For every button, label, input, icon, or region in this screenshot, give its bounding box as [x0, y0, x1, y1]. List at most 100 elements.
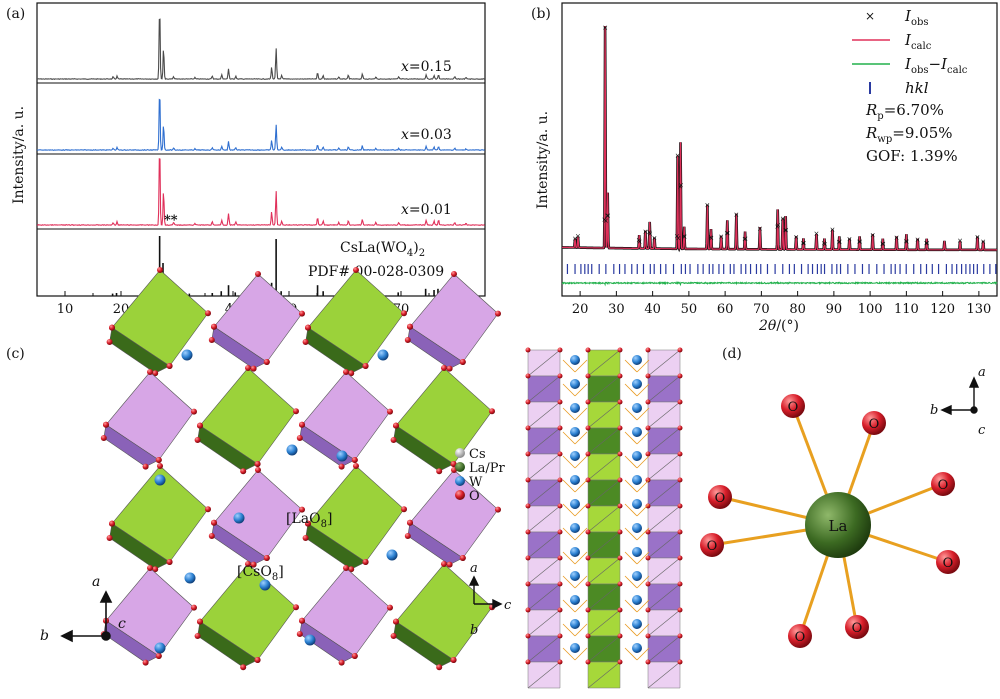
w-o-bond	[574, 551, 588, 565]
series-label-symbol: x	[401, 59, 409, 75]
xtick-label: 50	[681, 302, 698, 317]
tungsten-atom	[632, 427, 642, 437]
panel-b-xlabel: 2θ/(°)	[758, 318, 799, 334]
w-o-bond	[636, 479, 650, 493]
oxygen-atom	[353, 463, 359, 469]
oxygen-atom	[557, 555, 563, 561]
w-o-bond	[624, 575, 638, 589]
observed-point: ×	[821, 239, 827, 247]
polyhedron-edge	[587, 427, 621, 455]
oxygen-atom	[263, 555, 270, 561]
oxygen-atom	[302, 339, 309, 345]
panel-b-ylabel: Intensity/a. u.	[535, 111, 551, 209]
legend-label-sub2: calc	[947, 65, 968, 76]
oxygen-atom	[617, 451, 623, 457]
oxygen-atom	[436, 664, 443, 671]
xtick-label: 30	[608, 302, 625, 317]
tungsten-atom	[233, 512, 245, 524]
oxygen-atom	[585, 373, 591, 379]
oxygen-label: O	[795, 630, 806, 645]
w-o-bond	[574, 359, 588, 373]
observed-point: ×	[957, 237, 963, 245]
oxygen-atom	[142, 463, 149, 470]
legend-atom-swatch	[455, 476, 465, 486]
observed-point: ×	[903, 238, 909, 246]
legend-atom-swatch	[455, 448, 465, 458]
oxygen-atom	[557, 581, 563, 587]
observed-point: ×	[652, 234, 658, 242]
w-o-bond	[574, 647, 588, 661]
oxygen-label: O	[788, 400, 799, 415]
observed-point: ×	[800, 239, 806, 247]
oxygen-atom	[645, 399, 651, 405]
axis-c-d: c	[978, 423, 986, 438]
observed-point: ×	[742, 235, 748, 243]
oxygen-atom	[338, 463, 345, 470]
axis-b-right: b	[470, 623, 478, 638]
observed-point: ×	[774, 223, 780, 231]
observed-point: ×	[674, 233, 680, 241]
oxygen-atom	[205, 506, 211, 513]
axes-indicator-left	[60, 590, 113, 643]
oxygen-atom	[390, 633, 397, 639]
observed-point: ×	[742, 235, 748, 243]
tungsten-atom	[570, 451, 580, 461]
legend-label-sub: calc	[911, 41, 932, 52]
axis-b-d: b	[930, 403, 938, 418]
observed-point: ×	[974, 234, 980, 242]
w-o-bond	[624, 599, 638, 613]
oxygen-atom	[677, 529, 683, 535]
observed-point: ×	[603, 217, 609, 225]
polyhedron-edge	[587, 453, 621, 481]
xtick-label: 80	[789, 302, 806, 317]
oxygen-atom	[459, 555, 466, 561]
tungsten-atom	[632, 475, 642, 485]
fit-stat-label: R	[865, 101, 877, 119]
xtick-label: 130	[966, 302, 991, 317]
polyhedron-edge	[587, 635, 621, 663]
series-label-x003: x=0.03	[401, 127, 452, 143]
polyhedron-edge	[527, 375, 561, 403]
panel-a: (a) Intensity/a. u. 1020304050607080 2θ/…	[6, 2, 486, 334]
observed-point: ×	[780, 215, 786, 223]
oxygen-atom	[495, 310, 501, 317]
tungsten-atom	[632, 571, 642, 581]
legend-atom-label: Cs	[469, 447, 486, 462]
w-o-bond	[636, 551, 650, 565]
fit-statistic: Rwp=9.05%	[865, 124, 953, 145]
observed-point: ×	[682, 233, 688, 241]
label-cs-sub: 8	[272, 572, 278, 583]
fit-stat-label: GOF:	[866, 147, 905, 165]
tungsten-atom	[632, 523, 642, 533]
oxygen-atom	[299, 617, 305, 624]
tungsten-atom	[570, 595, 580, 605]
tungsten-atom	[154, 474, 166, 486]
oxygen-atom	[525, 529, 531, 535]
w-o-bond	[562, 551, 576, 565]
panel-b-traces: ××××××××××××× ×××××××××× × ×××××× ××××××××××…	[561, 24, 998, 287]
oxygen-atom	[299, 310, 305, 317]
w-o-bond	[636, 623, 650, 637]
oxygen-atom	[617, 633, 623, 639]
oxygen-atom	[255, 467, 261, 473]
polyhedron-edge	[587, 349, 621, 377]
oxygen-atom	[305, 324, 311, 331]
label-cs-polyhedron: [CsO8]	[237, 564, 284, 583]
oxygen-atom	[155, 653, 162, 659]
w-o-bond	[624, 359, 638, 373]
w-o-bond	[574, 455, 588, 469]
oxygen-label: O	[715, 491, 726, 506]
oxygen-atom	[296, 435, 303, 441]
tungsten-atom	[632, 499, 642, 509]
fit-stat-label: R	[865, 124, 877, 142]
oxygen-atom	[299, 421, 305, 428]
oxygen-atom	[708, 485, 732, 509]
oxygen-atom	[645, 451, 651, 457]
polyhedron-edge	[647, 635, 681, 663]
polyhedron-edge	[527, 531, 561, 559]
tungsten-atom	[377, 349, 389, 361]
oxygen-atom	[197, 618, 203, 625]
oxygen-atom	[525, 503, 531, 509]
